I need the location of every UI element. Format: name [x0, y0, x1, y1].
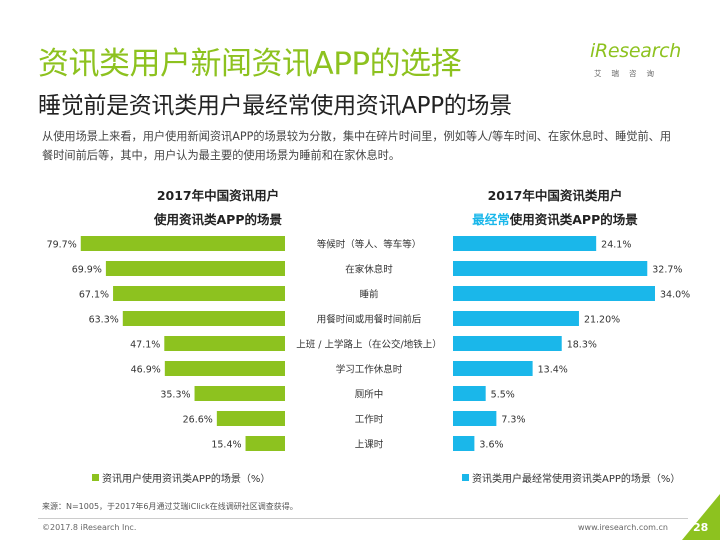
left-bar-label: 47.1% — [130, 340, 160, 351]
left-bar — [113, 286, 286, 301]
left-bar — [164, 336, 285, 351]
iresearch-logo: iResearch 艾瑞咨询 — [590, 40, 682, 86]
left-bar — [216, 411, 285, 426]
right-bar — [453, 311, 579, 326]
page-subtitle: 睡觉前是资讯类用户最经常使用资讯APP的场景 — [38, 93, 512, 119]
category-label: 睡前 — [359, 289, 378, 301]
right-bar-label: 34.0% — [660, 290, 690, 301]
left-bar-label: 15.4% — [211, 440, 241, 451]
right-chart-title: 2017年中国资讯类用户 最经常使用资讯类APP的场景 — [440, 184, 670, 232]
logo-subtitle: 艾瑞咨询 — [594, 69, 664, 78]
right-chart-title-line2: 最经常使用资讯类APP的场景 — [440, 208, 670, 232]
page-number: 28 — [693, 521, 709, 534]
left-bar — [80, 236, 285, 251]
right-bar — [453, 261, 648, 276]
category-label: 工作时 — [355, 414, 384, 426]
left-bar — [105, 261, 285, 276]
logo-wordmark: iResearch — [590, 40, 682, 62]
left-bar-label: 35.3% — [160, 390, 190, 401]
left-bar — [164, 361, 285, 376]
left-legend-label: 资讯用户使用资讯类APP的场景（%） — [102, 474, 271, 485]
right-bar — [453, 336, 562, 351]
left-bar-label: 69.9% — [72, 265, 102, 276]
category-label: 上班 / 上学路上（在公交/地铁上） — [296, 339, 441, 351]
right-bar-label: 24.1% — [601, 240, 631, 251]
page-title: 资讯类用户新闻资讯APP的选择 — [38, 46, 462, 82]
website-url: www.iresearch.com.cn — [578, 523, 668, 532]
right-bar-label: 13.4% — [538, 365, 568, 376]
right-bar — [453, 436, 475, 451]
left-chart-title-line2: 使用资讯类APP的场景 — [154, 212, 282, 227]
left-bar-label: 63.3% — [89, 315, 119, 326]
right-legend-swatch — [462, 474, 469, 481]
right-chart-title-rest: 使用资讯类APP的场景 — [509, 212, 638, 227]
left-chart-title: 2017年中国资讯用户 使用资讯类APP的场景 — [118, 184, 318, 232]
right-bar-label: 18.3% — [567, 340, 597, 351]
left-legend: 资讯用户使用资讯类APP的场景（%） — [92, 470, 270, 485]
right-bar-label: 3.6% — [479, 440, 503, 451]
right-bar — [453, 286, 655, 301]
corner-triangle — [682, 494, 720, 540]
category-label: 上课时 — [355, 439, 384, 451]
left-chart-title-line1: 2017年中国资讯用户 — [156, 188, 280, 203]
left-bar-label: 67.1% — [79, 290, 109, 301]
left-bar-label: 46.9% — [131, 365, 161, 376]
right-bar — [453, 361, 533, 376]
left-bar-label: 26.6% — [183, 415, 213, 426]
right-legend: 资讯类用户最经常使用资讯类APP的场景（%） — [462, 470, 680, 485]
left-bar — [122, 311, 285, 326]
right-bar-label: 5.5% — [491, 390, 515, 401]
right-bar-label: 21.20% — [584, 315, 620, 326]
right-bar — [453, 411, 497, 426]
corner-triangle-shape — [682, 494, 720, 540]
category-label: 在家休息时 — [345, 264, 393, 276]
right-bar — [453, 386, 486, 401]
footer-divider — [38, 518, 688, 519]
right-bar — [453, 236, 597, 251]
right-chart-title-highlight: 最经常 — [472, 212, 510, 227]
intro-paragraph: 从使用场景上来看，用户使用新闻资讯APP的场景较为分散，集中在碎片时间里，例如等… — [42, 130, 672, 162]
right-legend-label: 资讯类用户最经常使用资讯类APP的场景（%） — [472, 474, 681, 485]
left-bar — [194, 386, 285, 401]
source-note: 来源：N=1005，于2017年6月通过艾瑞iClick在线调研社区调查获得。 — [42, 502, 298, 511]
left-bar-label: 79.7% — [47, 240, 77, 251]
left-legend-swatch — [92, 474, 99, 481]
category-label: 厕所中 — [355, 389, 384, 401]
right-bar-label: 7.3% — [501, 415, 525, 426]
copyright: ©2017.8 iResearch Inc. — [42, 523, 137, 532]
right-chart-title-line1: 2017年中国资讯类用户 — [487, 188, 623, 203]
category-label: 用餐时间或用餐时间前后 — [317, 314, 422, 326]
category-label: 等候时（等人、等车等） — [317, 239, 422, 251]
left-bar — [245, 436, 285, 451]
right-bar-label: 32.7% — [652, 265, 682, 276]
category-label: 学习工作休息时 — [336, 364, 403, 376]
